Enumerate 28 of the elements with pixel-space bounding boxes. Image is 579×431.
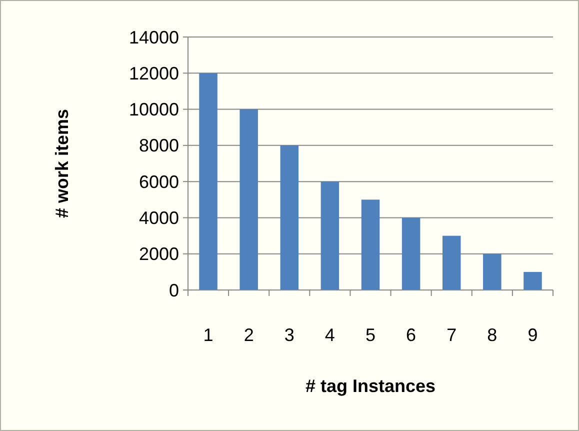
y-tick-label: 14000	[128, 27, 179, 48]
bar	[524, 272, 542, 290]
x-tick-label: 6	[406, 325, 416, 345]
y-tick-label: 6000	[138, 172, 179, 192]
bar	[280, 145, 299, 290]
x-tick-label: 9	[528, 325, 538, 345]
x-tick-label: 7	[446, 325, 457, 345]
y-tick-label: 12000	[128, 63, 179, 84]
x-axis-title: # tag Instances	[305, 376, 436, 396]
x-tick-label: 5	[365, 325, 376, 345]
x-tick-label: 8	[487, 325, 498, 345]
bar	[442, 236, 461, 290]
y-tick-label: 2000	[138, 244, 179, 264]
x-tick-label: 4	[324, 325, 335, 345]
bar	[483, 254, 502, 290]
y-tick-label: 0	[168, 280, 179, 300]
y-tick-label: 8000	[138, 136, 179, 156]
x-tick-label: 2	[244, 325, 254, 345]
bar	[402, 218, 420, 290]
y-axis-title: # work items	[52, 108, 72, 218]
y-tick-label: 10000	[128, 100, 179, 120]
bar	[199, 73, 218, 290]
x-tick-label: 1	[203, 325, 214, 345]
bar	[240, 109, 258, 290]
bar	[361, 200, 380, 290]
x-tick-label: 3	[284, 325, 294, 345]
bar	[320, 182, 340, 290]
y-tick-label: 4000	[138, 208, 179, 228]
